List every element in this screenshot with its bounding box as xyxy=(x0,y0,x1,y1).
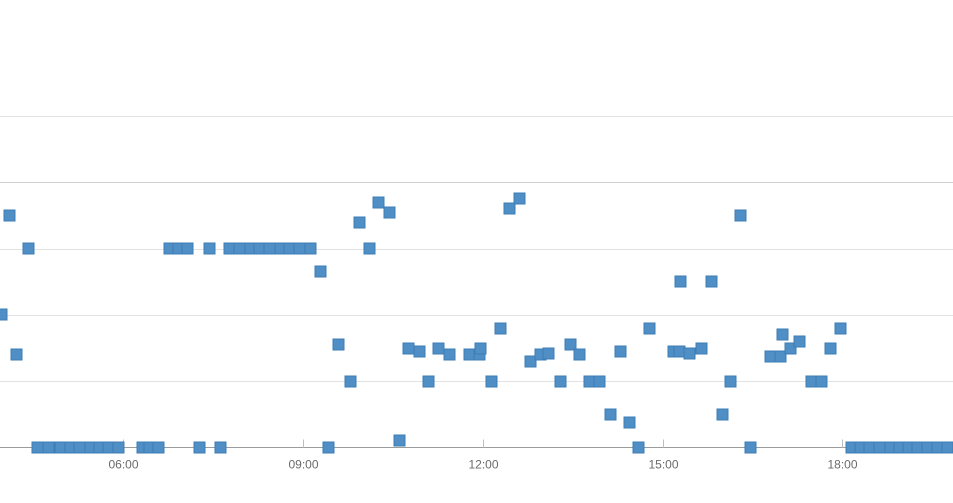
data-point[interactable] xyxy=(152,441,165,454)
data-point[interactable] xyxy=(233,242,246,255)
data-point[interactable] xyxy=(413,345,426,358)
data-point[interactable] xyxy=(815,375,828,388)
data-point[interactable] xyxy=(744,441,757,454)
data-point[interactable] xyxy=(593,375,606,388)
data-point[interactable] xyxy=(793,335,806,348)
data-point[interactable] xyxy=(73,441,86,454)
data-point[interactable] xyxy=(332,338,345,351)
x-tick-label: 18:00 xyxy=(827,458,857,472)
data-point[interactable] xyxy=(863,441,876,454)
data-point[interactable] xyxy=(322,441,335,454)
data-point[interactable] xyxy=(214,441,227,454)
data-point[interactable] xyxy=(372,196,385,209)
data-point[interactable] xyxy=(463,348,476,361)
data-point[interactable] xyxy=(432,342,445,355)
data-point[interactable] xyxy=(494,322,507,335)
data-point[interactable] xyxy=(683,347,696,360)
data-point[interactable] xyxy=(583,375,596,388)
data-point[interactable] xyxy=(632,441,645,454)
data-point[interactable] xyxy=(263,242,276,255)
data-point[interactable] xyxy=(102,441,115,454)
data-point[interactable] xyxy=(42,441,55,454)
data-point[interactable] xyxy=(363,242,376,255)
data-point[interactable] xyxy=(422,375,435,388)
data-point[interactable] xyxy=(776,328,789,341)
data-point[interactable] xyxy=(623,416,636,429)
data-point[interactable] xyxy=(474,342,487,355)
data-point[interactable] xyxy=(3,209,16,222)
x-tick-label: 06:00 xyxy=(108,458,138,472)
data-point[interactable] xyxy=(873,441,886,454)
data-point[interactable] xyxy=(383,206,396,219)
data-point[interactable] xyxy=(614,345,627,358)
data-point[interactable] xyxy=(604,408,617,421)
data-point[interactable] xyxy=(193,441,206,454)
data-point[interactable] xyxy=(223,242,236,255)
data-point[interactable] xyxy=(774,350,787,363)
data-point[interactable] xyxy=(485,375,498,388)
x-tick-label: 12:00 xyxy=(468,458,498,472)
y-gridlines xyxy=(0,116,953,382)
data-point[interactable] xyxy=(673,345,686,358)
data-point[interactable] xyxy=(203,242,216,255)
data-point[interactable] xyxy=(542,347,555,360)
data-point[interactable] xyxy=(443,348,456,361)
data-point[interactable] xyxy=(393,434,406,447)
data-point[interactable] xyxy=(784,342,797,355)
data-point[interactable] xyxy=(314,265,327,278)
data-point[interactable] xyxy=(31,441,44,454)
data-point[interactable] xyxy=(283,242,296,255)
data-point[interactable] xyxy=(253,242,266,255)
data-point[interactable] xyxy=(931,441,944,454)
data-point[interactable] xyxy=(674,275,687,288)
data-point[interactable] xyxy=(564,338,577,351)
data-point[interactable] xyxy=(503,202,516,215)
x-tick-label: 09:00 xyxy=(288,458,318,472)
x-tick-label: 15:00 xyxy=(648,458,678,472)
data-point[interactable] xyxy=(941,441,953,454)
data-point[interactable] xyxy=(554,375,567,388)
data-point[interactable] xyxy=(716,408,729,421)
data-point[interactable] xyxy=(734,209,747,222)
data-point[interactable] xyxy=(293,242,306,255)
data-point[interactable] xyxy=(724,375,737,388)
data-point[interactable] xyxy=(643,322,656,335)
data-point[interactable] xyxy=(344,375,357,388)
data-point[interactable] xyxy=(402,342,415,355)
data-point[interactable] xyxy=(695,342,708,355)
data-point[interactable] xyxy=(0,308,8,321)
data-point[interactable] xyxy=(921,441,934,454)
data-point[interactable] xyxy=(353,216,366,229)
data-point[interactable] xyxy=(824,342,837,355)
data-point[interactable] xyxy=(911,441,924,454)
data-points xyxy=(0,192,953,454)
data-point[interactable] xyxy=(10,348,23,361)
data-point[interactable] xyxy=(834,322,847,335)
data-point[interactable] xyxy=(181,242,194,255)
data-point[interactable] xyxy=(304,242,317,255)
data-point[interactable] xyxy=(513,192,526,205)
data-point[interactable] xyxy=(22,242,35,255)
data-point[interactable] xyxy=(524,355,537,368)
data-point[interactable] xyxy=(705,275,718,288)
data-point[interactable] xyxy=(573,348,586,361)
data-point[interactable] xyxy=(54,441,67,454)
data-point[interactable] xyxy=(112,441,125,454)
data-point[interactable] xyxy=(764,350,777,363)
data-point[interactable] xyxy=(805,375,818,388)
